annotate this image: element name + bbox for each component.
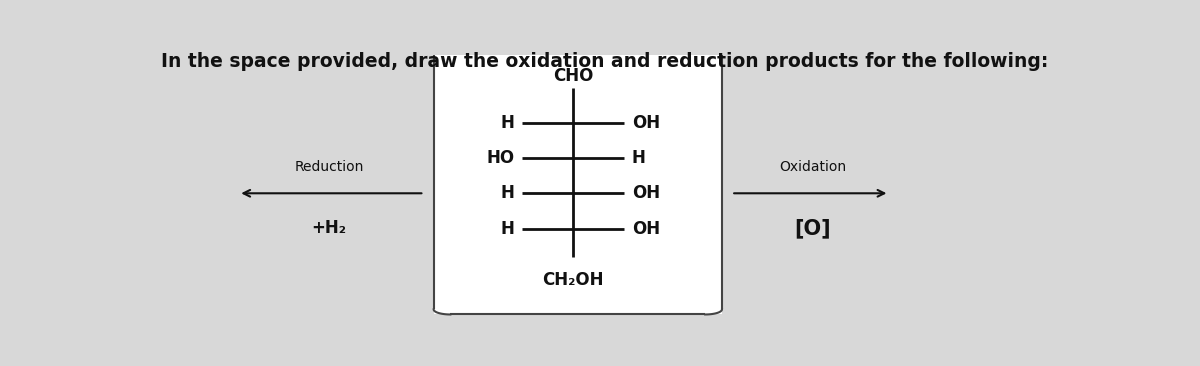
Text: H: H: [631, 149, 646, 167]
Text: CH₂OH: CH₂OH: [542, 271, 604, 289]
Text: OH: OH: [631, 220, 660, 238]
Text: H: H: [500, 220, 515, 238]
Text: OH: OH: [631, 114, 660, 132]
Text: OH: OH: [631, 184, 660, 202]
Text: CHO: CHO: [553, 67, 593, 85]
Bar: [433, 55, 722, 314]
Text: H: H: [500, 114, 515, 132]
Text: H: H: [500, 184, 515, 202]
Text: [O]: [O]: [794, 219, 830, 239]
Text: +H₂: +H₂: [312, 219, 347, 237]
Text: Oxidation: Oxidation: [779, 160, 846, 173]
Text: HO: HO: [486, 149, 515, 167]
Text: In the space provided, draw the oxidation and reduction products for the followi: In the space provided, draw the oxidatio…: [161, 52, 1049, 71]
Text: Reduction: Reduction: [294, 160, 364, 173]
